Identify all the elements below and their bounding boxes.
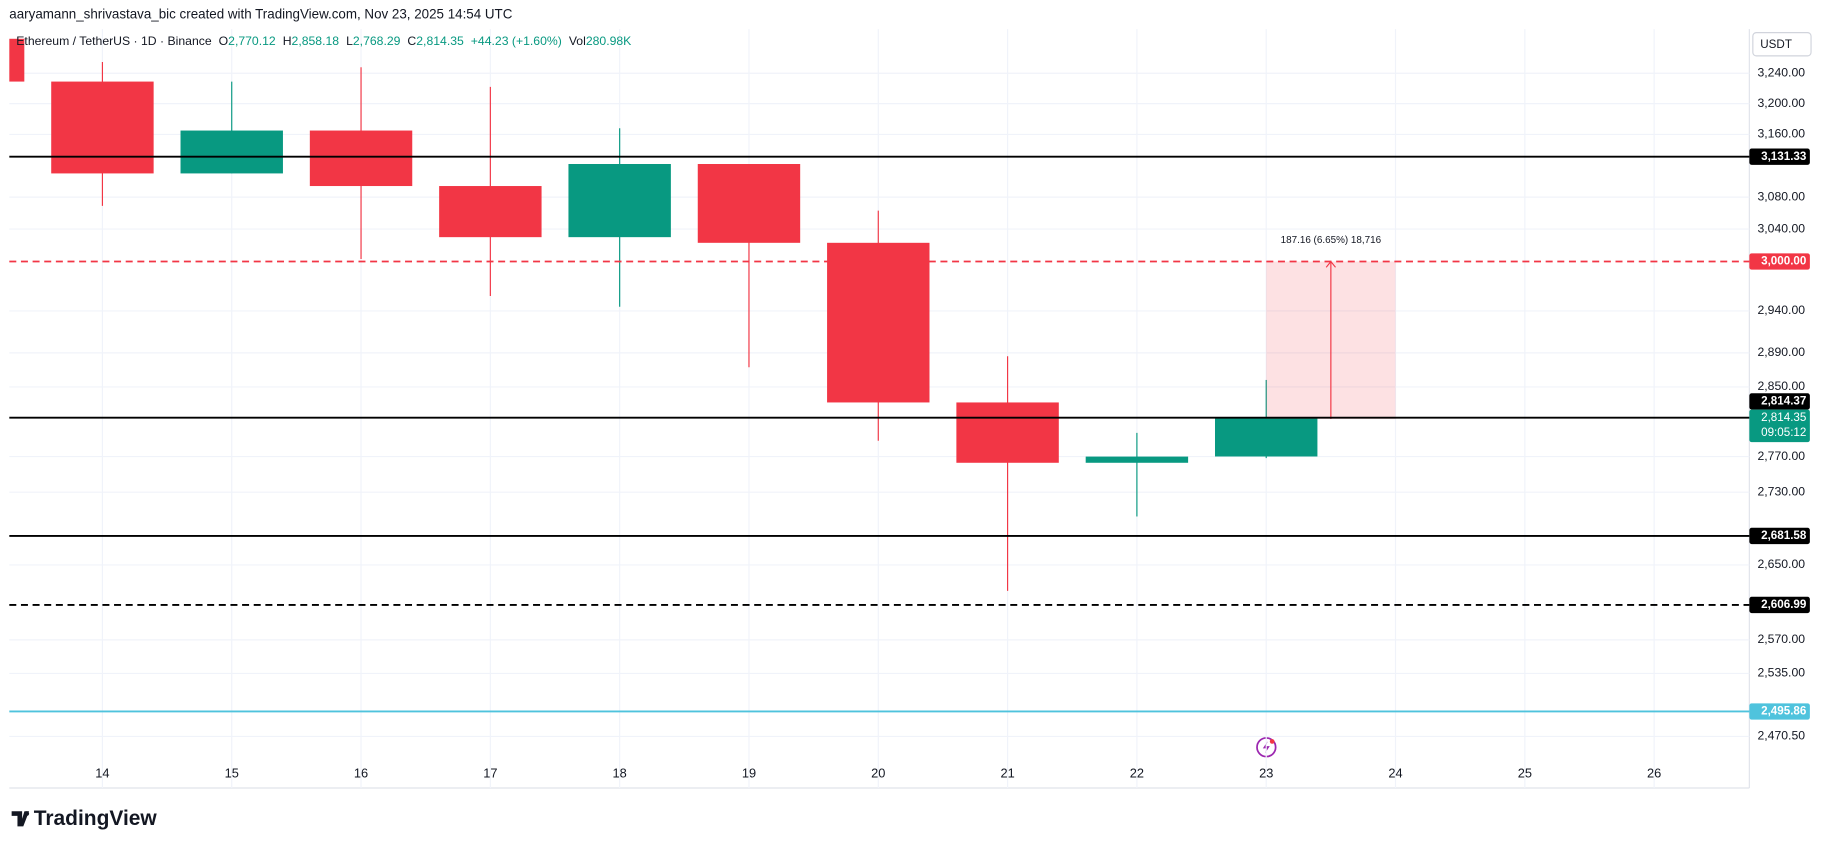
y-tick-label: 3,080.00	[1757, 189, 1805, 203]
legend-key: H	[283, 34, 292, 48]
level-tag	[1749, 253, 1810, 270]
y-tick-label: 2,470.50	[1757, 729, 1805, 743]
candle	[1214, 379, 1318, 459]
y-tick-label: 2,730.00	[1757, 484, 1805, 498]
x-tick-label: 20	[871, 765, 885, 780]
level-tag	[1749, 527, 1810, 545]
brand-icon	[11, 811, 30, 827]
x-tick-label: 17	[483, 765, 497, 780]
last-price-label: 2,814.35	[1761, 411, 1806, 424]
candle	[697, 164, 801, 368]
x-tick-label: 14	[95, 765, 109, 780]
candle-body	[1214, 417, 1318, 457]
last-price-tag	[1749, 409, 1810, 443]
currency: USDT	[1760, 38, 1792, 51]
candle-body	[827, 242, 930, 403]
brand-name: TradingView	[34, 807, 158, 830]
candle-body	[568, 164, 671, 238]
measure: 187.16 (6.65%) 18,716	[1266, 235, 1396, 420]
candle-body	[697, 164, 801, 243]
candle-body	[956, 402, 1059, 463]
y-tick-label: 3,240.00	[1757, 65, 1805, 79]
level-label: 3,131.33	[1761, 150, 1807, 163]
candle	[309, 67, 413, 260]
candle-body	[309, 130, 413, 187]
level-label: 2,606.99	[1761, 598, 1807, 611]
countdown: 09:05:12	[1761, 426, 1806, 439]
legend-volume: 280.98K	[586, 34, 632, 48]
x-tick-label: 22	[1130, 765, 1144, 780]
x-tick-label: 21	[1000, 765, 1014, 780]
level-label: 3,000.00	[1761, 255, 1806, 268]
x-tick-label: 18	[613, 765, 627, 780]
x-tick-label: 26	[1647, 765, 1661, 780]
x-tick-label: 24	[1388, 765, 1402, 780]
y-tick-label: 2,890.00	[1757, 345, 1805, 359]
candle	[9, 38, 25, 82]
legend: Ethereum / TetherUS · 1D · Binance O2,770…	[16, 34, 632, 48]
brand: TradingView	[11, 807, 158, 830]
legend-value: 2,858.18	[292, 34, 340, 48]
candle	[180, 81, 283, 174]
event-dot	[1269, 739, 1275, 744]
candle-body	[51, 81, 154, 174]
legend-key: O	[219, 34, 229, 48]
candle-body	[1085, 456, 1189, 463]
candle	[1085, 432, 1189, 517]
candle-body	[9, 38, 25, 82]
candle	[956, 356, 1059, 591]
legend-value: 2,768.29	[353, 34, 401, 48]
legend-symbol: Ethereum / TetherUS · 1D · Binance	[16, 34, 212, 48]
y-tick-label: 3,200.00	[1757, 96, 1805, 110]
brand-dot	[24, 811, 30, 816]
legend-value: 2,814.35	[416, 34, 464, 48]
y-tick-label: 2,770.00	[1757, 449, 1805, 463]
x-tick-label: 23	[1259, 765, 1273, 780]
grid: 14 15 16 17 18 19 20 21 22 23 24 25 26 3,240.00 3,200.…	[9, 29, 1805, 788]
currency-badge: USDT	[1752, 32, 1812, 57]
level-label: 2,681.58	[1761, 529, 1807, 542]
x-tick-label: 15	[225, 765, 239, 780]
y-tick-label: 3,160.00	[1757, 127, 1805, 141]
legend-change: +44.23 (+1.60%)	[471, 34, 562, 48]
candle	[827, 210, 930, 441]
candle	[568, 128, 671, 307]
level-tag	[1749, 596, 1810, 614]
level-tag	[1749, 393, 1810, 410]
x-tick-label: 25	[1518, 765, 1532, 780]
y-tick-label: 3,040.00	[1757, 221, 1805, 235]
attribution: aaryamann_shrivastava_bic created with T…	[9, 7, 512, 22]
x-tick-label: 16	[354, 765, 368, 780]
y-tick-label: 2,535.00	[1757, 666, 1805, 680]
y-tick-label: 2,940.00	[1757, 303, 1805, 317]
level-label: 2,495.86	[1761, 705, 1807, 718]
y-tick-label: 2,650.00	[1757, 557, 1805, 571]
candle	[51, 61, 154, 206]
legend-volume-key: Vol	[569, 34, 586, 48]
level-label: 2,814.37	[1761, 395, 1806, 408]
y-tick-label: 2,570.00	[1757, 632, 1805, 646]
legend-key: C	[407, 34, 416, 48]
level-tag	[1749, 703, 1810, 720]
candle-body	[439, 186, 542, 238]
candle-body	[180, 130, 283, 174]
legend-value: 2,770.12	[228, 34, 276, 48]
y-tick-label: 2,850.00	[1757, 379, 1805, 393]
measure-label: 187.16 (6.65%) 18,716	[1281, 235, 1382, 246]
x-tick-label: 19	[742, 765, 756, 780]
plot-area	[9, 38, 1318, 591]
legend-key: L	[346, 34, 353, 48]
currency-box	[1752, 32, 1812, 57]
level-tag	[1749, 148, 1810, 165]
